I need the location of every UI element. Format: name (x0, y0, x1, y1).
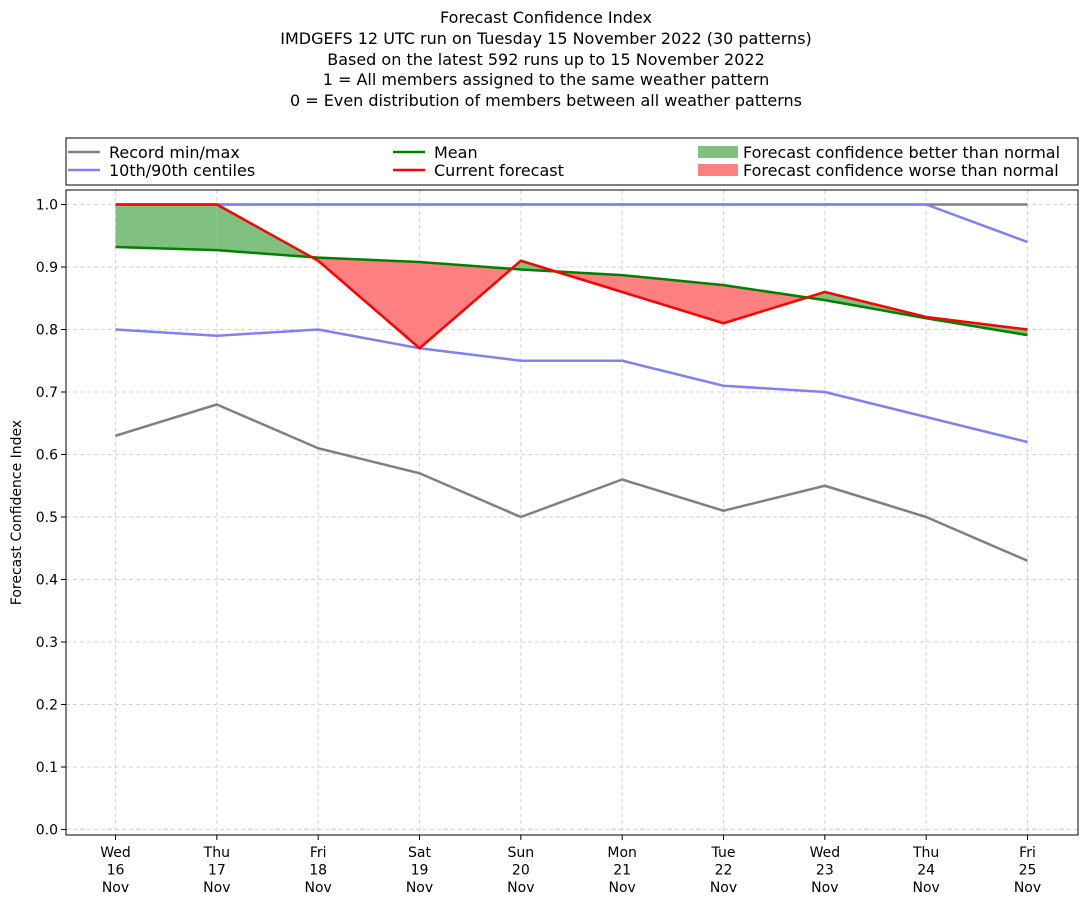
y-tick-label: 1.0 (36, 198, 58, 214)
x-tick-label: Nov (406, 880, 433, 896)
y-tick-label: 0.1 (36, 760, 58, 776)
fill-worse-than-normal (419, 262, 512, 349)
fill-worse-than-normal (622, 275, 724, 324)
y-tick-label: 0.0 (36, 823, 58, 839)
x-tick-label: Fri (1019, 845, 1036, 861)
x-tick-label: 19 (411, 863, 429, 879)
x-tick-label: Wed (810, 845, 841, 861)
y-tick-label: 0.4 (36, 573, 58, 589)
legend-entry-label: Record min/max (109, 143, 240, 162)
legend-entry-label: 10th/90th centiles (109, 161, 255, 180)
x-tick-label: Thu (203, 845, 230, 861)
y-tick-label: 0.8 (36, 323, 58, 339)
title-line-4: 1 = All members assigned to the same wea… (322, 70, 770, 90)
x-tick-label: Nov (609, 880, 636, 896)
x-tick-label: 25 (1019, 863, 1037, 879)
x-tick-label: Wed (100, 845, 131, 861)
y-tick-label: 0.6 (36, 448, 58, 464)
line-layer (115, 203, 1028, 562)
x-tick-label: 22 (715, 863, 733, 879)
series-current-forecast-line (115, 203, 1028, 350)
plot-frame (65, 189, 1079, 836)
legend-box (65, 137, 1079, 186)
x-tick-label: Fri (310, 845, 327, 861)
series-record-min-line (115, 403, 1028, 562)
fill-better-than-normal (115, 204, 217, 251)
x-tick-label: Nov (710, 880, 737, 896)
x-tick-label: Nov (507, 880, 534, 896)
x-tick-label: 16 (107, 863, 125, 879)
x-tick-label: Nov (305, 880, 332, 896)
x-tick-label: Mon (607, 845, 637, 861)
x-tick-label: 24 (917, 863, 935, 879)
x-tick-label: 23 (816, 863, 834, 879)
x-tick-label: Nov (102, 880, 129, 896)
series-90th-centile-line (115, 203, 1028, 244)
y-tick-label: 0.9 (36, 260, 58, 276)
title-line-1: Forecast Confidence Index (440, 8, 652, 27)
axis-layer: 0.00.10.20.30.40.50.60.70.80.91.0Wed16No… (9, 189, 1079, 896)
y-tick-label: 0.3 (36, 635, 58, 651)
legend-entry-label: Mean (434, 143, 478, 162)
x-tick-label: 17 (208, 863, 226, 879)
title-line-5: 0 = Even distribution of members between… (289, 91, 803, 111)
x-tick-label: Sat (408, 845, 431, 861)
x-tick-label: Nov (203, 880, 230, 896)
y-tick-label: 0.5 (36, 510, 58, 526)
x-tick-label: 20 (512, 863, 530, 879)
title-line-2: IMDGEFS 12 UTC run on Tuesday 15 Novembe… (280, 28, 812, 48)
x-tick-label: Tue (711, 845, 736, 861)
grid-layer (66, 190, 1078, 835)
y-tick-label: 0.2 (36, 698, 58, 714)
x-tick-label: Sun (508, 845, 535, 861)
legend-swatch (698, 164, 738, 176)
series-10th-centile-line (115, 328, 1028, 444)
y-axis-label: Forecast Confidence Index (9, 420, 25, 605)
legend-entry-label: Forecast confidence worse than normal (743, 161, 1059, 180)
y-tick-label: 0.7 (36, 385, 58, 401)
x-tick-label: Nov (811, 880, 838, 896)
x-tick-label: 18 (309, 863, 327, 879)
legend-swatch (698, 146, 738, 158)
chart-title: Forecast Confidence Index IMDGEFS 12 UTC… (0, 8, 1092, 112)
x-tick-label: 21 (613, 863, 631, 879)
legend-entry-label: Forecast confidence better than normal (743, 143, 1060, 162)
x-tick-label: Nov (913, 880, 940, 896)
x-tick-label: Thu (912, 845, 939, 861)
x-tick-label: Nov (1014, 880, 1041, 896)
title-line-3: Based on the latest 592 runs up to 15 No… (327, 49, 765, 69)
legend-entry-label: Current forecast (434, 161, 564, 180)
series-mean-line (115, 245, 1028, 337)
